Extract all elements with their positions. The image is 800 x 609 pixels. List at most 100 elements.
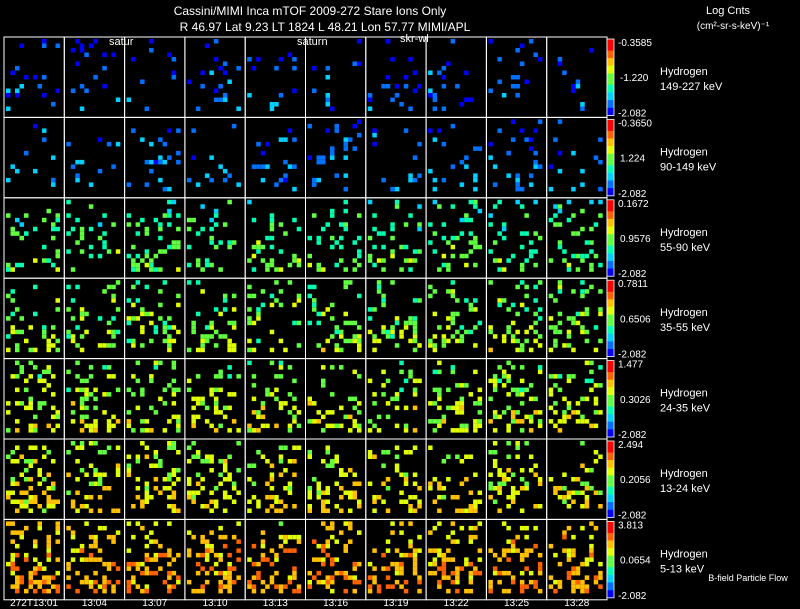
pixel-cell — [497, 128, 502, 133]
pixel-cell — [51, 428, 56, 433]
pixel-cell — [446, 387, 451, 393]
pixel-cell — [15, 481, 20, 486]
pixel-cell — [28, 401, 33, 406]
pixel-cell — [432, 477, 438, 482]
pixel-cell — [446, 454, 451, 459]
pixel-cell — [97, 343, 103, 348]
pixel-cell — [102, 240, 107, 245]
pixel-cell — [515, 454, 520, 459]
pixel-cell — [528, 137, 534, 142]
pixel-cell — [412, 561, 418, 567]
pixel-cell — [33, 499, 38, 504]
pixel-cell — [399, 360, 404, 366]
pixel-cell — [191, 414, 196, 420]
pixel-cell — [394, 93, 400, 98]
pixel-cell — [553, 423, 558, 429]
pixel-cell — [510, 539, 516, 544]
pixel-cell — [515, 534, 520, 540]
pixel-cell — [162, 249, 168, 254]
pixel-cell — [394, 468, 400, 473]
pixel-cell — [213, 374, 219, 379]
pixel-cell — [292, 66, 297, 71]
pixel-cell — [70, 88, 76, 93]
pixel-cell — [102, 244, 107, 250]
pixel-cell — [537, 566, 543, 571]
pixel-cell — [417, 84, 422, 89]
pixel-cell — [450, 521, 456, 526]
pixel-cell — [497, 79, 502, 84]
colorbar-segment — [607, 260, 614, 266]
pixel-cell — [515, 392, 520, 397]
pixel-cell — [477, 401, 483, 406]
pixel-cell — [580, 253, 585, 259]
pixel-cell — [97, 557, 103, 562]
pixel-cell — [390, 97, 395, 102]
pixel-cell — [357, 119, 362, 124]
pixel-cell — [325, 445, 330, 450]
pixel-cell — [533, 504, 538, 509]
pixel-cell — [204, 570, 210, 576]
pixel-cell — [307, 320, 312, 326]
pixel-cell — [256, 410, 261, 415]
pixel-cell — [213, 401, 219, 406]
pixel-cell — [497, 231, 502, 236]
pixel-cell — [102, 525, 107, 531]
pixel-cell — [468, 575, 474, 580]
pixel-cell — [278, 177, 284, 183]
pixel-cell — [66, 584, 71, 589]
pixel-cell — [343, 414, 348, 420]
pixel-cell — [70, 334, 76, 339]
pixel-cell — [75, 217, 80, 223]
pixel-cell — [437, 405, 442, 411]
pixel-cell — [385, 414, 391, 420]
pixel-cell — [510, 320, 516, 326]
pixel-cell — [247, 579, 252, 585]
pixel-cell — [162, 320, 168, 326]
pixel-cell — [19, 84, 24, 89]
pixel-cell — [51, 392, 56, 397]
pixel-cell — [269, 235, 275, 241]
pixel-cell — [42, 387, 47, 393]
pixel-cell — [537, 410, 543, 415]
pixel-cell — [367, 561, 373, 567]
pixel-cell — [506, 329, 511, 335]
pixel-cell — [501, 267, 507, 272]
pixel-cell — [473, 325, 478, 330]
pixel-cell — [464, 561, 469, 567]
pixel-cell — [548, 575, 554, 580]
pixel-cell — [195, 311, 201, 317]
pixel-cell — [372, 213, 377, 218]
pixel-cell — [348, 320, 353, 326]
pixel-cell — [352, 369, 357, 375]
pixel-cell — [372, 423, 377, 429]
pixel-cell — [106, 343, 112, 348]
pixel-cell — [598, 454, 603, 459]
colorbar-segment — [607, 84, 614, 90]
pixel-cell — [149, 338, 154, 344]
pixel-cell — [403, 423, 409, 429]
colorbar-segment — [607, 563, 614, 568]
pixel-cell — [126, 463, 132, 468]
pixel-cell — [51, 155, 56, 160]
pixel-cell — [153, 486, 159, 491]
pixel-cell — [385, 401, 391, 406]
pixel-cell — [432, 106, 438, 111]
pixel-cell — [236, 106, 241, 111]
pixel-cell — [412, 334, 418, 339]
pixel-cell — [562, 472, 567, 477]
pixel-cell — [492, 463, 498, 468]
pixel-cell — [256, 57, 261, 62]
pixel-cell — [580, 289, 585, 294]
pixel-cell — [343, 199, 348, 205]
pixel-cell — [79, 401, 85, 406]
pixel-cell — [75, 360, 80, 366]
colorbar-segment — [607, 257, 614, 262]
pixel-cell — [209, 499, 214, 504]
pixel-cell — [464, 383, 469, 388]
pixel-cell — [330, 365, 335, 370]
pixel-cell — [557, 208, 563, 214]
pixel-cell — [247, 347, 252, 353]
pixel-cell — [492, 459, 498, 464]
pixel-cell — [88, 253, 94, 259]
pixel-cell — [348, 428, 353, 433]
